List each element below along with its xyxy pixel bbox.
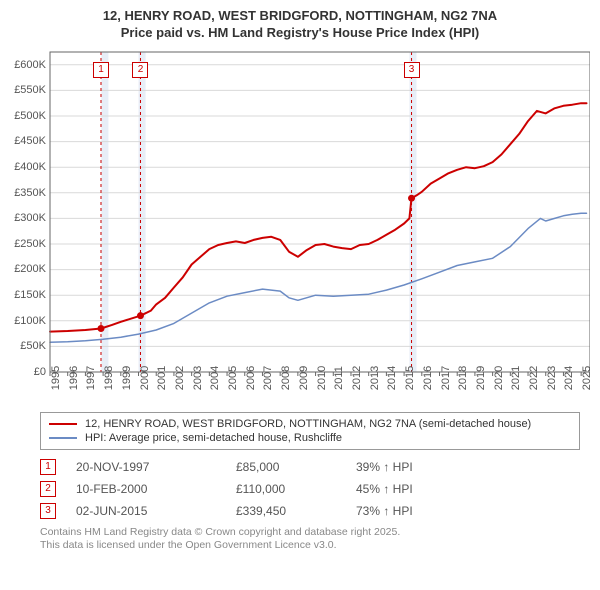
transaction-row: 3 02-JUN-2015 £339,450 73% ↑ HPI: [40, 500, 580, 522]
y-tick-label: £50K: [10, 340, 46, 352]
transaction-price: £339,450: [236, 504, 356, 518]
transaction-price: £85,000: [236, 460, 356, 474]
legend-box: 12, HENRY ROAD, WEST BRIDGFORD, NOTTINGH…: [40, 412, 580, 450]
chart-svg: [10, 46, 590, 406]
y-tick-label: £200K: [10, 263, 46, 275]
x-tick-label: 2017: [440, 366, 452, 390]
x-tick-label: 2019: [475, 366, 487, 390]
x-tick-label: 2005: [227, 366, 239, 390]
x-tick-label: 2023: [546, 366, 558, 390]
title-block: 12, HENRY ROAD, WEST BRIDGFORD, NOTTINGH…: [0, 0, 600, 46]
sale-marker-icon: 2: [132, 62, 148, 78]
x-tick-label: 2015: [404, 366, 416, 390]
y-tick-label: £350K: [10, 187, 46, 199]
title-line-2: Price paid vs. HM Land Registry's House …: [4, 25, 596, 42]
x-tick-label: 1997: [85, 366, 97, 390]
transaction-row: 1 20-NOV-1997 £85,000 39% ↑ HPI: [40, 456, 580, 478]
legend-swatch-hpi: [49, 437, 77, 439]
x-tick-label: 2000: [139, 366, 151, 390]
x-tick-label: 2003: [192, 366, 204, 390]
transaction-date: 10-FEB-2000: [76, 482, 236, 496]
x-tick-label: 2020: [493, 366, 505, 390]
x-tick-label: 2011: [333, 366, 345, 390]
footer-line-2: This data is licensed under the Open Gov…: [40, 539, 580, 553]
transaction-price: £110,000: [236, 482, 356, 496]
transaction-date: 20-NOV-1997: [76, 460, 236, 474]
y-tick-label: £100K: [10, 315, 46, 327]
x-tick-label: 2012: [351, 366, 363, 390]
x-tick-label: 2014: [386, 366, 398, 390]
page-root: 12, HENRY ROAD, WEST BRIDGFORD, NOTTINGH…: [0, 0, 600, 553]
x-tick-label: 1995: [50, 366, 62, 390]
x-tick-label: 2021: [510, 366, 522, 390]
legend-row-subject: 12, HENRY ROAD, WEST BRIDGFORD, NOTTINGH…: [49, 417, 571, 431]
legend-label-subject: 12, HENRY ROAD, WEST BRIDGFORD, NOTTINGH…: [85, 418, 531, 430]
x-tick-label: 2009: [298, 366, 310, 390]
x-tick-label: 2010: [316, 366, 328, 390]
transaction-date: 02-JUN-2015: [76, 504, 236, 518]
x-tick-label: 1998: [103, 366, 115, 390]
x-tick-label: 2007: [262, 366, 274, 390]
sale-marker-icon: 1: [93, 62, 109, 78]
x-tick-label: 2001: [156, 366, 168, 390]
sale-marker-icon: 3: [404, 62, 420, 78]
footer-note: Contains HM Land Registry data © Crown c…: [40, 526, 580, 553]
chart-area: £0 £50K £100K £150K £200K £250K £300K £350K £400…: [10, 46, 590, 406]
y-tick-label: £0: [10, 366, 46, 378]
footer-line-1: Contains HM Land Registry data © Crown c…: [40, 526, 580, 540]
title-line-1: 12, HENRY ROAD, WEST BRIDGFORD, NOTTINGH…: [4, 8, 596, 25]
transaction-marker-icon: 1: [40, 459, 56, 475]
x-tick-label: 2004: [209, 366, 221, 390]
y-tick-label: £300K: [10, 212, 46, 224]
transaction-marker-icon: 3: [40, 503, 56, 519]
transaction-pct: 73% ↑ HPI: [356, 504, 476, 518]
x-tick-label: 2008: [280, 366, 292, 390]
y-tick-label: £600K: [10, 59, 46, 71]
transaction-marker-icon: 2: [40, 481, 56, 497]
transaction-pct: 45% ↑ HPI: [356, 482, 476, 496]
y-tick-label: £250K: [10, 238, 46, 250]
y-tick-label: £500K: [10, 110, 46, 122]
x-tick-label: 2016: [422, 366, 434, 390]
x-tick-label: 2018: [457, 366, 469, 390]
legend-row-hpi: HPI: Average price, semi-detached house,…: [49, 431, 571, 445]
x-tick-label: 2006: [245, 366, 257, 390]
y-tick-label: £550K: [10, 84, 46, 96]
legend-label-hpi: HPI: Average price, semi-detached house,…: [85, 432, 342, 444]
legend-swatch-subject: [49, 423, 77, 425]
x-tick-label: 2013: [369, 366, 381, 390]
transactions-table: 1 20-NOV-1997 £85,000 39% ↑ HPI 2 10-FEB…: [40, 456, 580, 522]
x-tick-label: 1996: [68, 366, 80, 390]
x-tick-label: 1999: [121, 366, 133, 390]
transaction-row: 2 10-FEB-2000 £110,000 45% ↑ HPI: [40, 478, 580, 500]
x-tick-label: 2022: [528, 366, 540, 390]
y-tick-label: £400K: [10, 161, 46, 173]
x-tick-label: 2024: [563, 366, 575, 390]
x-tick-label: 2025: [581, 366, 593, 390]
transaction-pct: 39% ↑ HPI: [356, 460, 476, 474]
y-tick-label: £150K: [10, 289, 46, 301]
x-tick-label: 2002: [174, 366, 186, 390]
y-tick-label: £450K: [10, 135, 46, 147]
